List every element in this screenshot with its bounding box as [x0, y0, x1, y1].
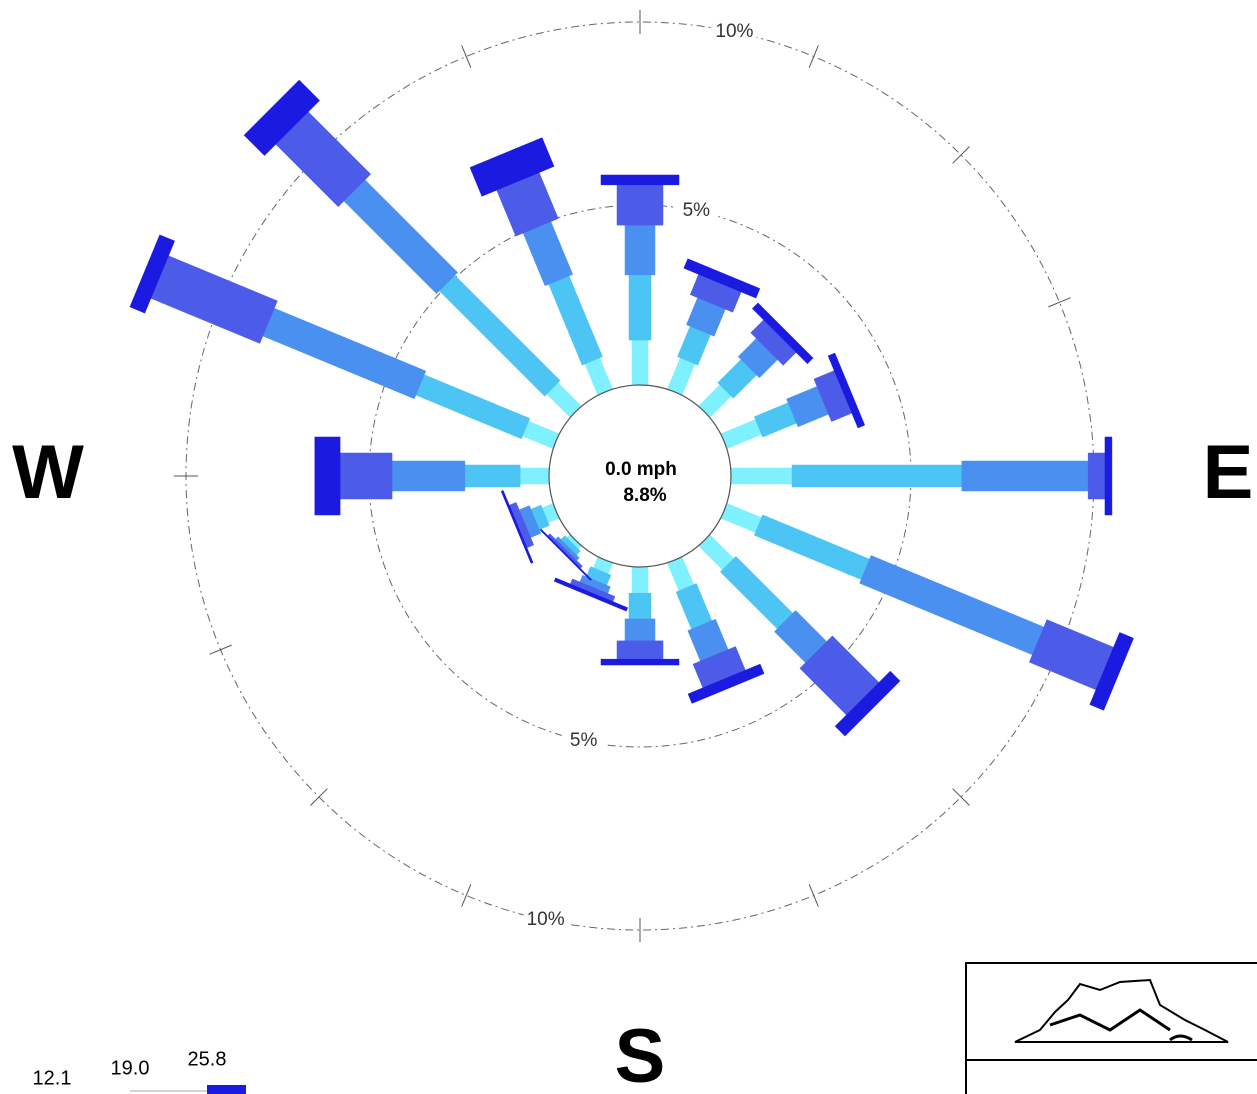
wind-segment — [600, 658, 680, 666]
wind-segment — [150, 255, 278, 344]
bars: 5% 5% 10% 10% — [129, 10, 1134, 942]
wind-segment — [753, 514, 870, 580]
compass-label: W — [12, 430, 84, 515]
wind-segment — [961, 460, 1089, 492]
wind-segment — [343, 179, 459, 295]
wind-segment — [438, 274, 561, 397]
wind-segment — [600, 174, 680, 186]
ring-label-bg — [523, 909, 568, 932]
wind-segment — [262, 307, 427, 400]
wind-segment — [519, 467, 553, 485]
ring-tick — [461, 45, 472, 68]
wind-segment — [339, 452, 393, 500]
calm-label: 0.0 mph — [605, 459, 677, 480]
legend-label: 25.8 — [188, 1048, 227, 1070]
ring-label: 5% — [570, 730, 598, 751]
wind-segment — [522, 221, 574, 287]
ring-label: 10% — [715, 21, 753, 42]
wind-segment — [827, 352, 866, 429]
ring-tick — [952, 146, 970, 164]
wind-segment — [628, 274, 652, 341]
compass-label: S — [615, 1014, 666, 1094]
ring-tick — [461, 884, 472, 907]
wind-segment — [751, 302, 814, 365]
ring-label-bg — [712, 20, 757, 43]
compass-label: E — [1203, 430, 1254, 515]
wind-segment — [675, 583, 713, 630]
wind-segment — [469, 137, 555, 197]
wind-segment — [548, 275, 603, 366]
wind-segment — [1089, 632, 1134, 711]
wind-segment — [129, 234, 175, 314]
wind-segment — [314, 436, 341, 516]
wind-segment — [624, 618, 656, 642]
wind-segment — [719, 555, 794, 630]
wind-segment — [791, 464, 963, 488]
wind-segment — [631, 339, 649, 389]
ring-tick — [808, 884, 819, 907]
wind-segment — [624, 224, 656, 276]
logo-box — [965, 962, 1257, 1094]
legend-label: 19.0 — [111, 1057, 150, 1079]
wind-segment — [1104, 436, 1113, 516]
calm-value: 8.8% — [623, 485, 666, 506]
wind-segment — [1087, 452, 1106, 500]
wind-segment — [415, 374, 531, 440]
wind-segment — [859, 555, 1045, 656]
wind-segment — [727, 467, 793, 485]
wind-segment — [616, 184, 664, 226]
legend-label: 12.1 — [33, 1067, 72, 1089]
wind-segment — [464, 464, 521, 488]
legend-swatch — [207, 1085, 246, 1094]
wind-segment — [687, 663, 765, 704]
ring-tick — [808, 45, 819, 68]
ring-label: 10% — [527, 909, 565, 930]
ring-tick — [952, 788, 970, 806]
ring-tick — [310, 788, 328, 806]
wind-segment — [391, 460, 466, 492]
ring-label: 5% — [683, 200, 711, 221]
ring-tick — [209, 644, 232, 655]
ring-label-bg — [674, 199, 719, 222]
wind-segment — [500, 490, 534, 564]
wind-segment — [553, 577, 628, 612]
wind-segment — [631, 563, 649, 594]
wind-segment — [243, 79, 320, 156]
calm-circle — [548, 384, 732, 568]
wind-segment — [683, 258, 761, 299]
ring-label-bg — [561, 730, 606, 753]
ring-tick — [1048, 297, 1071, 308]
wind-segment — [616, 640, 664, 660]
wind-segment — [628, 593, 652, 620]
wind-segment — [834, 670, 901, 737]
